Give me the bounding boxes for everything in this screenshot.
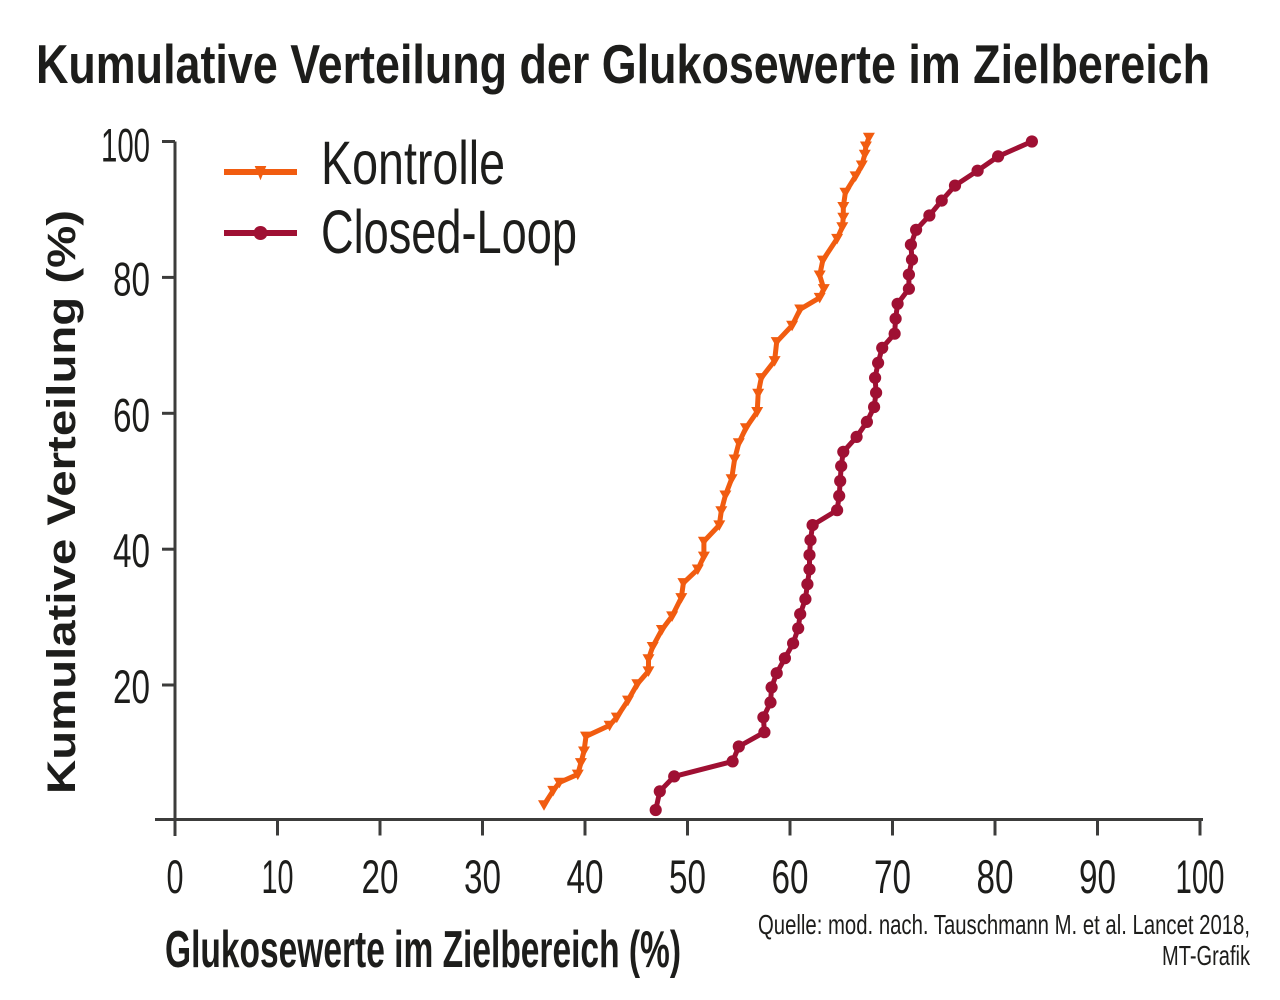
svg-text:Kumulative Verteilung der Gluk: Kumulative Verteilung der Glukosewerte i… — [36, 33, 1210, 95]
svg-text:60: 60 — [772, 850, 809, 903]
svg-text:40: 40 — [113, 524, 150, 577]
svg-text:Kontrolle: Kontrolle — [321, 129, 505, 197]
svg-text:10: 10 — [262, 850, 294, 903]
svg-text:Kumulative Verteilung (%): Kumulative Verteilung (%) — [40, 210, 84, 794]
svg-text:20: 20 — [362, 850, 399, 903]
svg-text:30: 30 — [464, 850, 501, 903]
svg-text:60: 60 — [113, 388, 150, 441]
svg-text:Glukosewerte im Zielbereich (%: Glukosewerte im Zielbereich (%) — [165, 921, 681, 979]
svg-text:20: 20 — [113, 660, 150, 713]
svg-text:70: 70 — [874, 850, 911, 903]
svg-text:Closed-Loop: Closed-Loop — [321, 198, 577, 266]
svg-text:100: 100 — [101, 119, 150, 172]
svg-text:50: 50 — [669, 850, 706, 903]
svg-text:0: 0 — [167, 850, 184, 903]
svg-text:MT-Grafik: MT-Grafik — [1162, 940, 1251, 971]
svg-text:80: 80 — [977, 850, 1014, 903]
svg-text:100: 100 — [1176, 850, 1225, 903]
svg-text:90: 90 — [1079, 850, 1116, 903]
svg-text:Quelle: mod. nach. Tauschmann: Quelle: mod. nach. Tauschmann M. et al. … — [758, 909, 1250, 940]
svg-text:80: 80 — [113, 252, 150, 305]
svg-text:40: 40 — [567, 850, 604, 903]
